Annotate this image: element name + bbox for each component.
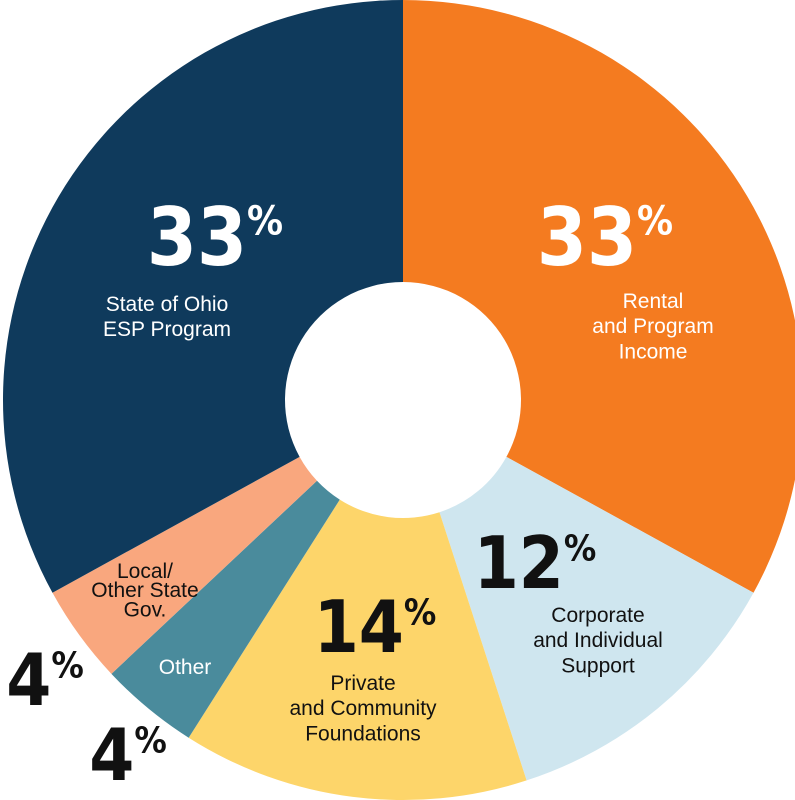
- value-unit: %: [564, 529, 596, 570]
- value-label: 12%: [474, 521, 597, 605]
- donut-slice: [52, 456, 317, 674]
- category-line: Local/: [117, 560, 173, 583]
- category-line: Support: [561, 654, 635, 677]
- category-line: and Individual: [533, 629, 663, 652]
- value-number: 14: [314, 585, 404, 669]
- donut-slice: [2, 0, 403, 593]
- value-number: 4: [6, 638, 51, 722]
- donut-slice: [111, 480, 340, 738]
- category-line: Private: [330, 672, 395, 695]
- category-label: Other: [159, 656, 212, 679]
- category-line: Corporate: [551, 604, 644, 627]
- donut-slice: [403, 0, 795, 593]
- category-line: Other State: [91, 579, 198, 602]
- value-unit: %: [404, 593, 436, 634]
- category-line: and Community: [289, 697, 437, 720]
- value-number: 33: [537, 191, 637, 284]
- value-number: 12: [474, 521, 564, 605]
- category-line: Gov.: [124, 598, 167, 621]
- value-number: 33: [147, 191, 247, 284]
- category-label: Rental and Program Income: [592, 290, 713, 363]
- category-label: Corporate and Individual Support: [533, 604, 663, 677]
- category-line: ESP Program: [103, 318, 231, 341]
- value-number: 4: [89, 713, 134, 797]
- category-line: Foundations: [305, 722, 421, 745]
- donut-slice: [439, 456, 754, 781]
- value-label: 4%: [89, 713, 167, 797]
- category-line: Other: [159, 656, 212, 679]
- value-label: 33%: [147, 191, 283, 284]
- category-label: Local/Other State Gov.: [91, 560, 198, 621]
- category-line: and Program: [592, 315, 713, 338]
- value-unit: %: [134, 721, 166, 762]
- category-line: Income: [619, 340, 688, 363]
- value-unit: %: [247, 199, 283, 245]
- value-unit: %: [637, 199, 673, 245]
- value-label: 4%: [6, 638, 84, 722]
- value-label: 14%: [314, 585, 437, 669]
- category-line: Rental: [623, 290, 684, 313]
- category-label: Private and Community Foundations: [289, 672, 437, 745]
- value-label: 33%: [537, 191, 673, 284]
- value-unit: %: [51, 646, 83, 687]
- category-label: State of Ohio ESP Program: [103, 293, 231, 341]
- donut-slice: [188, 499, 527, 800]
- category-line: State of Ohio: [106, 293, 229, 316]
